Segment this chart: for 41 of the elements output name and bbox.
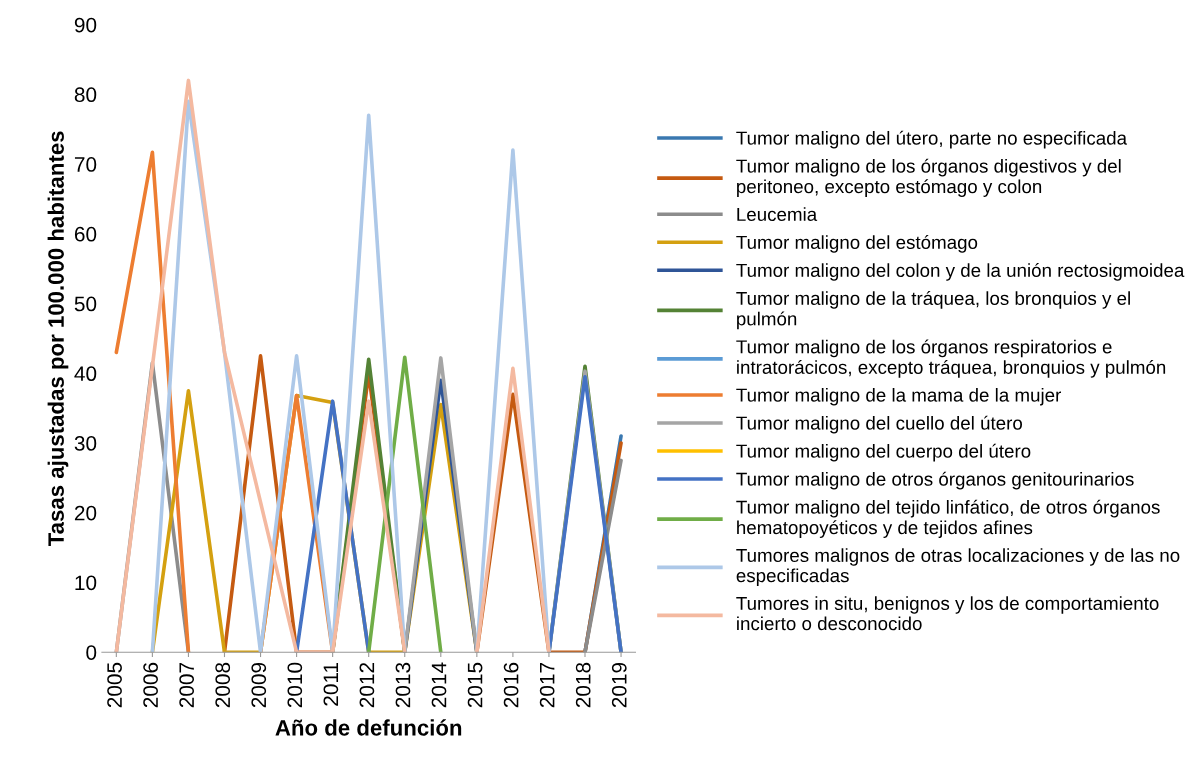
- y-tick-label: 10: [75, 575, 97, 591]
- x-tick-label: 2009: [251, 662, 267, 708]
- x-tick-label: 2018: [575, 662, 591, 708]
- x-tick-label: 2015: [467, 662, 483, 708]
- legend-label: Tumor maligno del colon y de la unión rectosigmoidea: [736, 263, 1185, 281]
- x-tick-label: 2014: [431, 662, 447, 708]
- y-axis-title: Tasas ajustadas por 100.000 habitantes: [47, 131, 69, 547]
- legend-label: Tumores in situ, benignos y los de comportamiento incierto o desconocido: [736, 596, 1159, 631]
- legend-label: Tumor maligno de los órganos digestivos y del peritoneo, excepto estómago y colon: [736, 158, 1121, 197]
- x-tick-label: 2011: [323, 662, 339, 706]
- x-tick-label: 2012: [359, 662, 375, 708]
- x-tick-label: 2019: [611, 662, 627, 708]
- legend-label: Tumor maligno de otros órganos genitourinarios: [736, 471, 1134, 490]
- x-tick-label: 2010: [287, 662, 303, 708]
- y-tick-label: 70: [74, 157, 97, 172]
- y-tick-label: 60: [74, 226, 97, 242]
- legend-label: Tumor maligno de la tráquea, los bronquios y el pulmón: [736, 291, 1130, 330]
- legend-label: Tumores malignos de otras localizaciones y de las no especificadas: [736, 548, 1180, 586]
- legend-label: Tumor maligno del cuerpo del útero: [736, 443, 1031, 462]
- x-axis-title: Año de defunción: [275, 719, 462, 736]
- x-tick-label: 2013: [395, 662, 411, 708]
- x-tick-label: 2007: [179, 662, 195, 708]
- legend-label: Leucemia: [737, 207, 818, 221]
- x-tick-label: 2006: [143, 662, 158, 708]
- y-tick-label: 80: [74, 87, 97, 103]
- x-tick-label: 2016: [503, 662, 519, 708]
- legend-label: Tumor maligno de los órganos respiratorios e intratorácicos, excepto tráquea, bronquios y pulmón: [736, 339, 1166, 378]
- y-tick-label: 90: [74, 17, 97, 33]
- legend-label: Tumor maligno del estómago: [736, 235, 978, 253]
- y-tick-label: 40: [74, 366, 97, 382]
- legend-label: Tumor maligno del tejido linfático, de otros órganos hematopoyéticos y de tejidos afines: [736, 499, 1160, 538]
- legend-label: Tumor maligno del útero, parte no especificada: [736, 130, 1128, 149]
- y-tick-label: 50: [74, 296, 97, 312]
- legend-label: Tumor maligno del cuello del útero: [736, 415, 1023, 434]
- y-tick-label: 0: [86, 645, 97, 660]
- y-tick-label: 30: [74, 436, 97, 451]
- y-tick-label: 20: [74, 505, 97, 521]
- x-tick-label: 2017: [539, 662, 555, 708]
- x-tick-label: 2008: [215, 662, 231, 708]
- x-tick-label: 2005: [107, 662, 122, 708]
- legend-label: Tumor maligno de la mama de la mujer: [736, 387, 1062, 406]
